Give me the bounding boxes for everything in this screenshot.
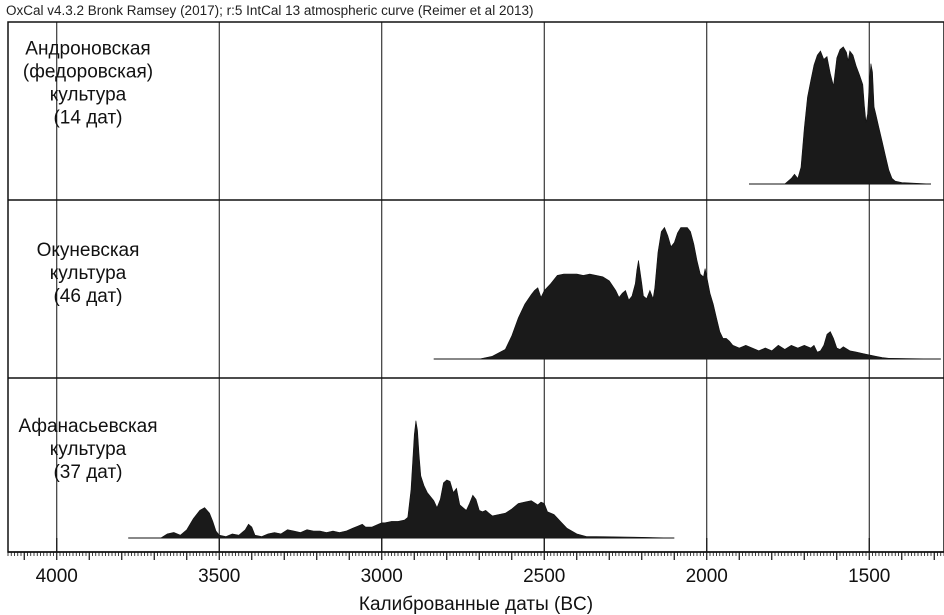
- distribution-area-3: [128, 420, 675, 539]
- row-label-line: культура: [50, 263, 127, 284]
- vertical-gridlines: [56, 22, 870, 552]
- x-axis: 4000 3500 3000 2500 2000 1500: [7, 538, 944, 587]
- row-label-line: культура: [50, 439, 127, 460]
- plot-frame: [7, 21, 944, 553]
- row-label-line: культура: [50, 85, 127, 106]
- row-label-line: Андроновская: [25, 39, 150, 60]
- row-label-line: (федоровская): [23, 62, 153, 83]
- row-label-line: Окуневская: [37, 240, 140, 261]
- probability-distributions: [128, 46, 941, 539]
- row-label-line: (46 дат): [53, 286, 122, 307]
- x-tick-label: 4000: [36, 566, 78, 587]
- row-label-line: (37 дат): [53, 462, 122, 483]
- row-labels: Андроновская(федоровская)культура(14 дат…: [18, 39, 157, 484]
- x-tick-label: 2000: [686, 566, 728, 587]
- x-tick-label: 3500: [198, 566, 240, 587]
- row-label-line: (14 дат): [53, 108, 122, 129]
- row-label-line: Афанасьевская: [18, 416, 157, 437]
- chart-header: OxCal v4.3.2 Bronk Ramsey (2017); r:5 In…: [6, 3, 533, 18]
- distribution-area-2: [433, 226, 941, 360]
- x-axis-title: Калиброванные даты (BC): [359, 594, 593, 615]
- x-tick-label: 3000: [361, 566, 403, 587]
- plot-border: [7, 21, 944, 553]
- distribution-area-1: [749, 46, 932, 185]
- x-tick-label: 2500: [523, 566, 565, 587]
- x-tick-label: 1500: [848, 566, 890, 587]
